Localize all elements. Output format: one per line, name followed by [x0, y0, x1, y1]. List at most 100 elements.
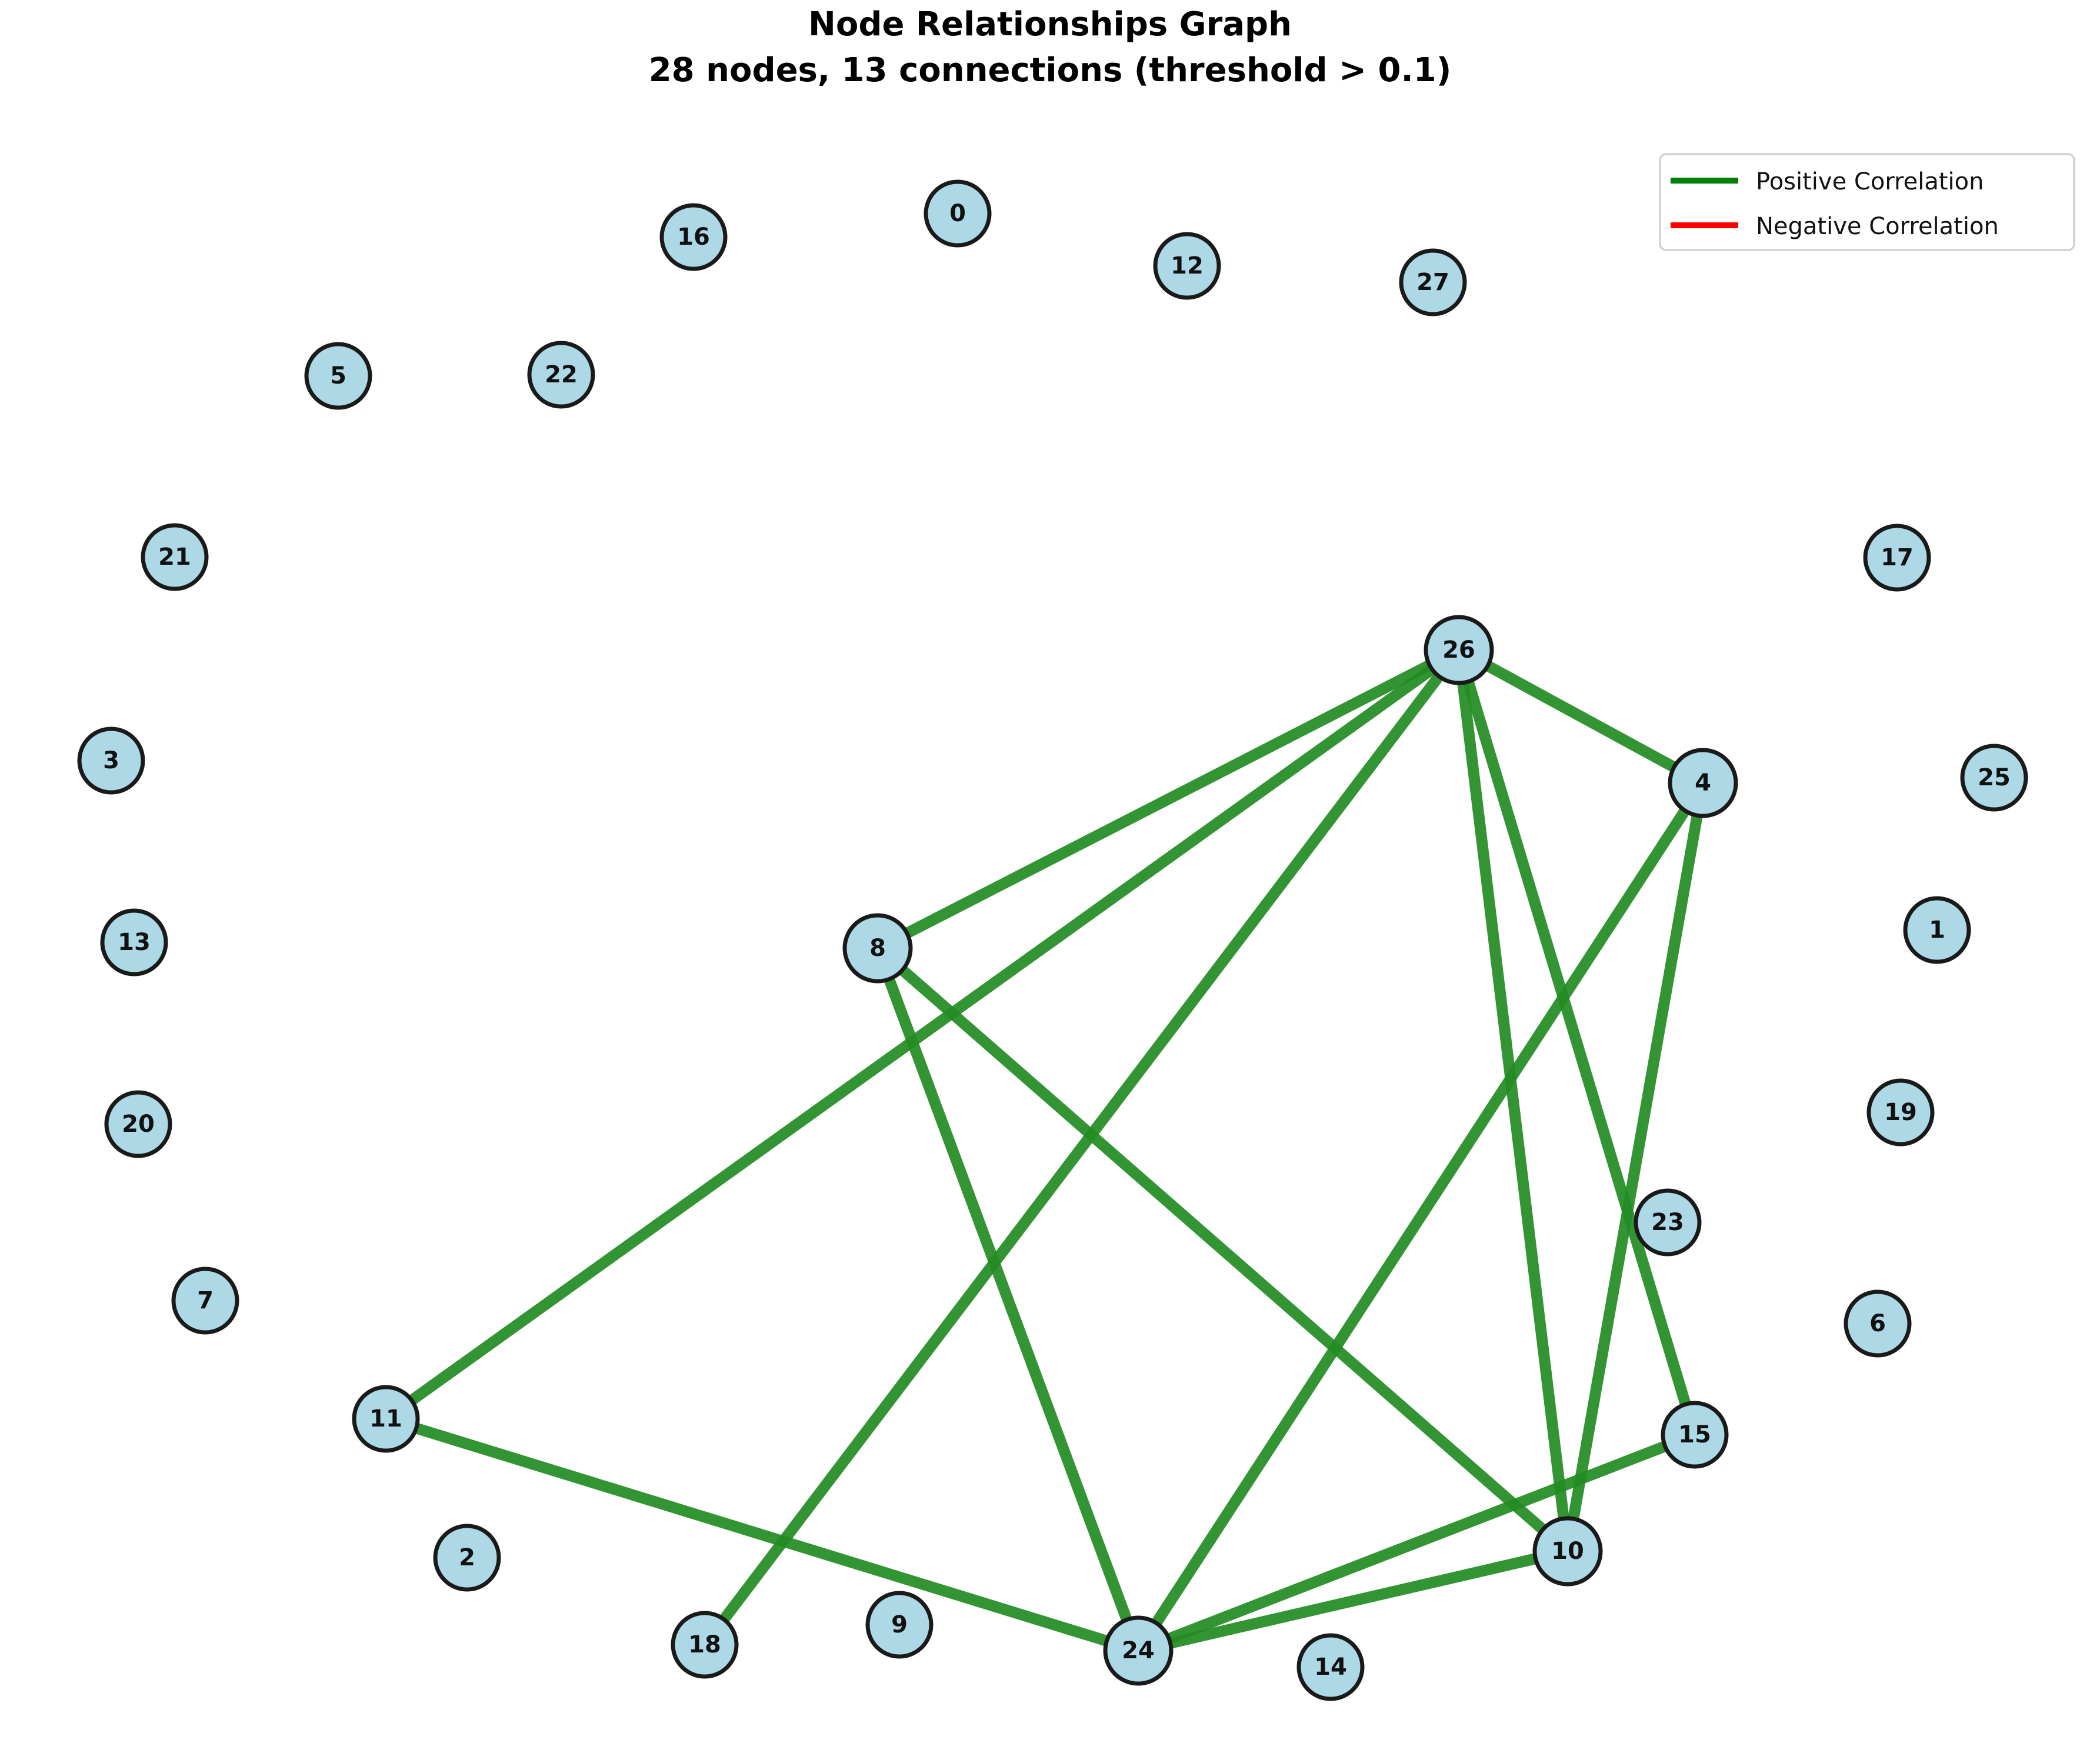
node-11: 11: [352, 1385, 420, 1453]
node-label: 1: [1929, 917, 1945, 944]
node-circle: [433, 1524, 501, 1592]
node-label: 5: [330, 362, 346, 389]
edge-8-24: [872, 946, 1144, 1653]
legend: Positive Correlation Negative Correlatio…: [1659, 153, 2075, 251]
node-circle: [1634, 1188, 1702, 1257]
node-label: 26: [1442, 636, 1475, 664]
graph-title-line2: 28 nodes, 13 connections (threshold > 0.…: [649, 51, 1452, 89]
node-circle: [1532, 1516, 1603, 1587]
node-label: 16: [677, 224, 710, 251]
node-label: 12: [1171, 252, 1204, 279]
node-label: 25: [1978, 764, 2011, 791]
node-circle: [141, 523, 209, 591]
node-circle: [527, 341, 595, 409]
node-label: 8: [869, 935, 886, 962]
node-circle: [171, 1267, 239, 1335]
node-label: 24: [1122, 1637, 1155, 1664]
node-circle: [671, 1611, 739, 1679]
edges-layer: [382, 645, 1709, 1657]
edge-4-24: [1134, 779, 1708, 1654]
node-label: 14: [1314, 1654, 1347, 1681]
node-label: 23: [1651, 1209, 1684, 1236]
legend-label-negative: Negative Correlation: [1756, 213, 1999, 240]
node-12: 12: [1153, 232, 1221, 300]
node-14: 14: [1296, 1633, 1365, 1701]
node-circle: [352, 1385, 420, 1453]
node-circle: [1863, 524, 1931, 592]
node-label: 18: [688, 1631, 721, 1658]
edge-26-8: [875, 645, 1462, 954]
node-25: 25: [1960, 744, 2028, 812]
node-circle: [1424, 615, 1494, 685]
node-label: 7: [197, 1287, 214, 1314]
node-label: 15: [1678, 1421, 1711, 1448]
node-5: 5: [304, 342, 372, 410]
node-13: 13: [100, 908, 168, 977]
node-circle: [104, 1090, 172, 1158]
node-27: 27: [1399, 248, 1467, 316]
edge-24-15: [1136, 1429, 1697, 1656]
node-label: 20: [122, 1111, 155, 1138]
node-7: 7: [171, 1267, 239, 1335]
node-23: 23: [1634, 1188, 1702, 1257]
node-1: 1: [1903, 896, 1971, 964]
edge-26-11: [382, 645, 1462, 1424]
node-8: 8: [842, 913, 913, 984]
node-10: 10: [1532, 1516, 1603, 1587]
node-label: 21: [158, 544, 191, 571]
node-15: 15: [1661, 1401, 1729, 1469]
node-label: 3: [103, 747, 119, 774]
node-2: 2: [433, 1524, 501, 1592]
node-circle: [1844, 1289, 1912, 1358]
node-label: 13: [118, 929, 151, 956]
node-24: 24: [1103, 1615, 1174, 1686]
node-label: 2: [459, 1544, 475, 1571]
node-circle: [1296, 1633, 1365, 1701]
node-circle: [1153, 232, 1221, 300]
node-circle: [100, 908, 168, 977]
node-3: 3: [77, 726, 145, 795]
node-circle: [1903, 896, 1971, 964]
node-21: 21: [141, 523, 209, 591]
edge-26-4: [1456, 645, 1706, 788]
nodes-layer: 0123456789101112131415161718192021222324…: [77, 179, 2028, 1701]
node-label: 6: [1869, 1310, 1886, 1337]
node-circle: [1960, 744, 2028, 812]
node-circle: [842, 913, 913, 984]
node-9: 9: [865, 1591, 934, 1659]
node-19: 19: [1866, 1078, 1935, 1147]
node-22: 22: [527, 341, 595, 409]
node-6: 6: [1844, 1289, 1912, 1358]
node-circle: [304, 342, 372, 410]
node-label: 0: [949, 200, 966, 227]
node-label: 17: [1881, 544, 1914, 571]
node-16: 16: [659, 203, 728, 271]
edge-26-10: [1453, 649, 1574, 1552]
legend-label-positive: Positive Correlation: [1756, 168, 1984, 195]
legend-frame: [1659, 153, 2075, 251]
node-circle: [924, 179, 992, 248]
edge-11-24: [384, 1413, 1140, 1657]
graph-title-line1: Node Relationships Graph: [808, 5, 1292, 44]
node-26: 26: [1424, 615, 1494, 685]
node-label: 9: [891, 1611, 908, 1638]
node-17: 17: [1863, 524, 1931, 592]
node-18: 18: [671, 1611, 739, 1679]
node-4: 4: [1668, 748, 1738, 818]
node-circle: [1866, 1078, 1935, 1147]
node-label: 22: [545, 361, 578, 388]
node-0: 0: [924, 179, 992, 248]
node-circle: [865, 1591, 934, 1659]
node-circle: [1103, 1615, 1174, 1686]
node-label: 27: [1416, 269, 1449, 296]
edge-24-10: [1136, 1545, 1569, 1657]
node-label: 4: [1695, 769, 1711, 796]
edge-8-10: [874, 944, 1572, 1556]
edge-26-15: [1453, 648, 1701, 1437]
node-label: 11: [369, 1405, 402, 1432]
node-label: 10: [1551, 1538, 1584, 1565]
edge-26-18: [700, 646, 1464, 1648]
node-circle: [1399, 248, 1467, 316]
node-circle: [1661, 1401, 1729, 1469]
